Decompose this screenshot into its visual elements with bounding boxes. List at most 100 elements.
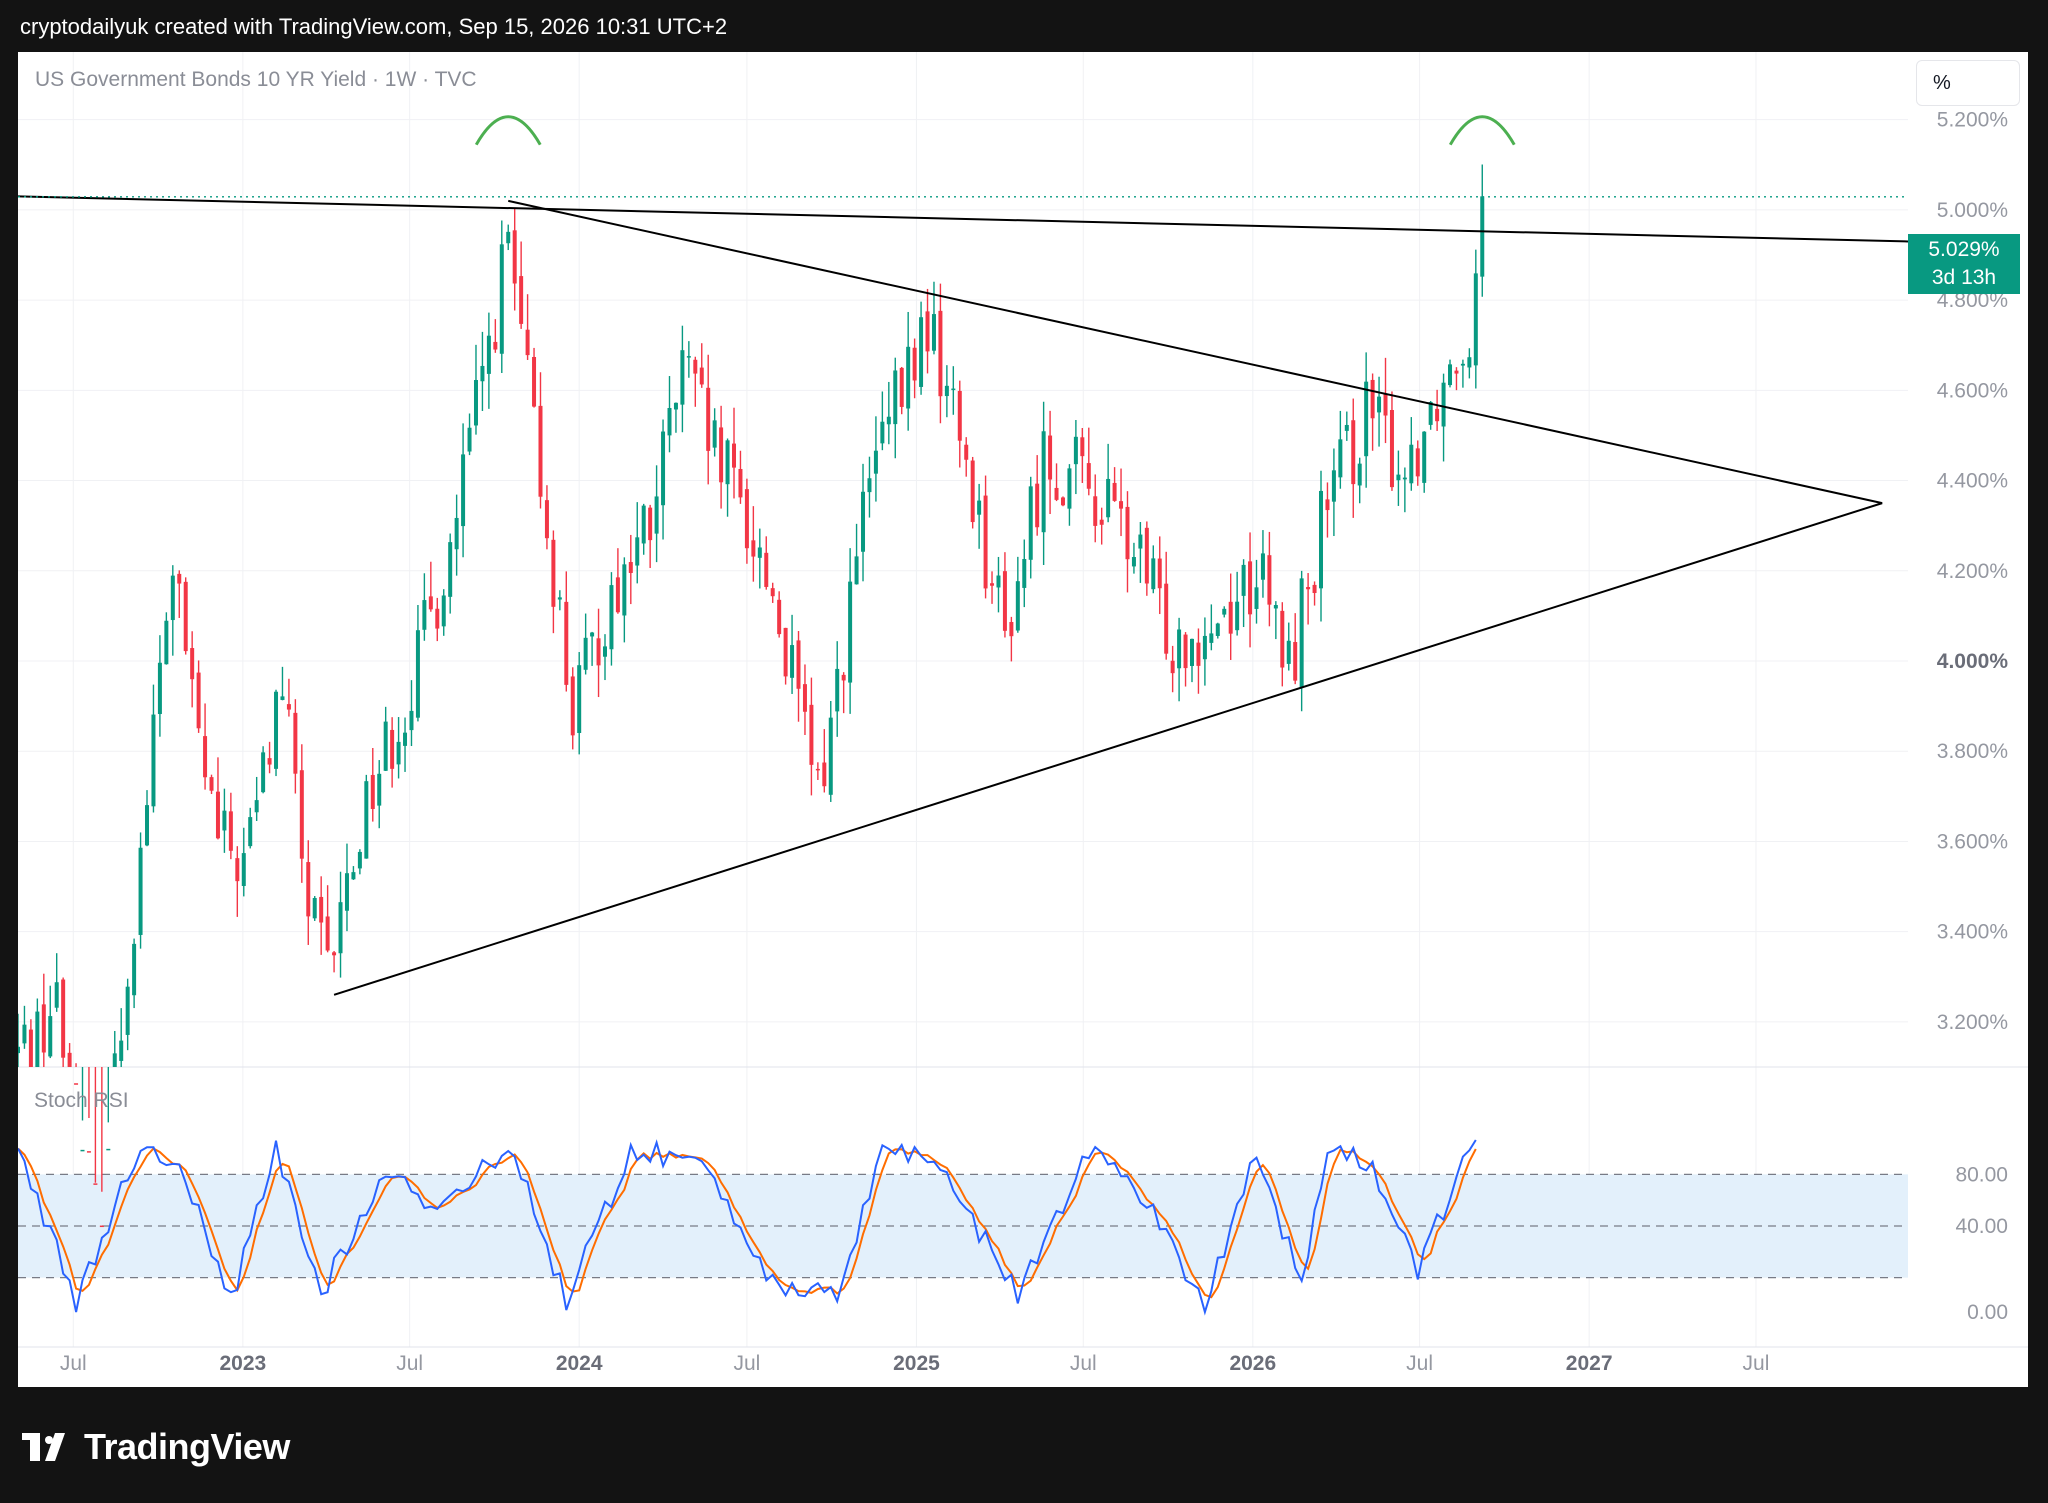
candle-body [680, 350, 685, 405]
candle-body [1441, 382, 1446, 427]
candle-body [693, 359, 698, 374]
candle-body [1170, 660, 1175, 674]
price-scale-unit-button[interactable]: % [1916, 60, 2020, 106]
candle-body [1351, 420, 1356, 485]
candle-body [332, 952, 337, 956]
candles-layer [18, 164, 1485, 1228]
candle-body [1273, 605, 1278, 609]
candle-body [28, 1029, 33, 1067]
candle-body [1454, 370, 1459, 374]
candle-body [183, 581, 188, 652]
x-tick-label: 2026 [1229, 1352, 1276, 1375]
candle-body [525, 329, 530, 356]
candle-body [473, 380, 478, 426]
candle-body [906, 346, 911, 409]
candle-body [886, 416, 891, 425]
candle-body [809, 704, 814, 765]
candle-body [880, 421, 885, 444]
candle-body [215, 791, 220, 839]
candle-body [1054, 487, 1059, 500]
candle-body [1338, 439, 1343, 478]
candle-body [538, 405, 543, 497]
candle-body [370, 774, 375, 809]
candle-body [151, 714, 156, 807]
candle-body [1422, 431, 1427, 483]
candle-body [1106, 478, 1111, 518]
candle-body [938, 310, 943, 397]
chart-canvas[interactable]: 3.200% 3.400% 3.600% 3.800% 4.000% 4.200% 4.40… [18, 52, 2028, 1387]
candle-body [1119, 501, 1124, 509]
candle-body [390, 729, 395, 769]
candle-body [1312, 584, 1317, 594]
candle-body [770, 588, 775, 597]
candle-body [777, 599, 782, 635]
candle-body [1267, 555, 1272, 605]
candle-body [1209, 633, 1214, 643]
candle-body [435, 608, 440, 629]
candle-body [1009, 622, 1014, 637]
indicator-label[interactable]: Stoch RSI [34, 1089, 129, 1112]
candle-body [848, 581, 853, 683]
candle-body [641, 505, 646, 544]
candle-body [609, 585, 614, 650]
candle-body [396, 741, 401, 765]
candle-body [1099, 519, 1104, 525]
stoch-d-line [18, 1147, 1477, 1299]
y-tick-label: 4.400% [1937, 470, 2008, 493]
candle-body [1002, 571, 1007, 631]
candle-body [757, 547, 762, 558]
candle-body [861, 491, 866, 552]
candle-body [41, 1004, 46, 1053]
candle-body [532, 356, 537, 407]
descending-trendline [508, 199, 1883, 505]
candle-body [1067, 468, 1072, 509]
candle-body [61, 979, 66, 1058]
candle-body [686, 356, 691, 358]
chart-frame[interactable]: 3.200% 3.400% 3.600% 3.800% 4.000% 4.200% 4.40… [18, 52, 2028, 1387]
candle-body [106, 1148, 111, 1151]
candle-body [673, 402, 678, 410]
candle-body [1460, 363, 1465, 366]
candle-body [493, 341, 498, 350]
candle-body [1202, 635, 1207, 660]
last-price-value: 5.029% [1928, 238, 2000, 261]
last-price-tag: 5.029% 3d 13h [1908, 234, 2020, 294]
candle-body [415, 630, 420, 718]
x-tick-label: Jul [733, 1352, 760, 1375]
tradingview-logo-icon [22, 1433, 65, 1461]
candle-body [1319, 490, 1324, 589]
stoch-y-tick-label: 40.00 [1955, 1215, 2008, 1238]
candle-body [1473, 273, 1478, 366]
x-tick-label: Jul [1743, 1352, 1770, 1375]
candle-body [228, 811, 233, 851]
candle-body [596, 638, 601, 666]
candle-body [725, 440, 730, 485]
x-tick-label: Jul [1070, 1352, 1097, 1375]
candle-body [306, 862, 311, 917]
candle-body [1164, 583, 1169, 654]
candle-body [654, 496, 659, 534]
candle-body [706, 387, 711, 451]
candle-body [983, 495, 988, 589]
candle-body [790, 645, 795, 678]
candle-body [1357, 463, 1362, 486]
x-tick-label: Jul [60, 1352, 87, 1375]
candle-body [164, 620, 169, 665]
tradingview-logo[interactable]: TradingView [22, 1426, 290, 1468]
bar-countdown: 3d 13h [1931, 266, 1997, 289]
symbol-title[interactable]: US Government Bonds 10 YR Yield · 1W · T… [35, 68, 477, 91]
candle-body [1409, 444, 1414, 484]
candle-body [1325, 499, 1330, 511]
candle-body [325, 916, 330, 951]
resistance-trendline [18, 195, 1909, 243]
candle-body [867, 478, 872, 493]
double-top-arc [1448, 115, 1516, 146]
double-top-arc [474, 115, 542, 146]
candle-body [1306, 587, 1311, 590]
candle-body [699, 367, 704, 385]
candle-body [377, 773, 382, 806]
candle-body [551, 539, 556, 607]
candle-body [454, 517, 459, 550]
candle-body [1467, 357, 1472, 368]
candle-body [1144, 527, 1149, 584]
